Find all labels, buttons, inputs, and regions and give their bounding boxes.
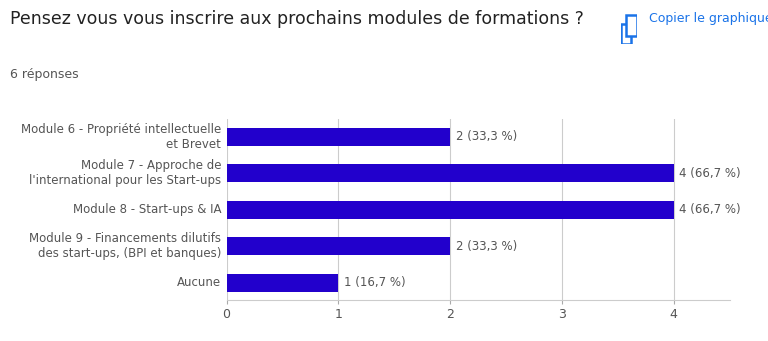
FancyBboxPatch shape bbox=[626, 15, 637, 36]
Text: 4 (66,7 %): 4 (66,7 %) bbox=[679, 203, 741, 216]
Bar bbox=[227, 237, 450, 255]
Bar bbox=[227, 128, 450, 146]
Bar bbox=[227, 164, 674, 182]
Text: 6 réponses: 6 réponses bbox=[10, 68, 78, 81]
Text: Copier le graphique: Copier le graphique bbox=[649, 12, 768, 25]
Text: Pensez vous vous inscrire aux prochains modules de formations ?: Pensez vous vous inscrire aux prochains … bbox=[10, 10, 584, 28]
Text: 4 (66,7 %): 4 (66,7 %) bbox=[679, 167, 741, 180]
Bar bbox=[227, 201, 674, 219]
Text: 1 (16,7 %): 1 (16,7 %) bbox=[344, 276, 406, 289]
Text: 2 (33,3 %): 2 (33,3 %) bbox=[455, 130, 517, 143]
Text: 2 (33,3 %): 2 (33,3 %) bbox=[455, 240, 517, 253]
Bar bbox=[227, 273, 339, 292]
